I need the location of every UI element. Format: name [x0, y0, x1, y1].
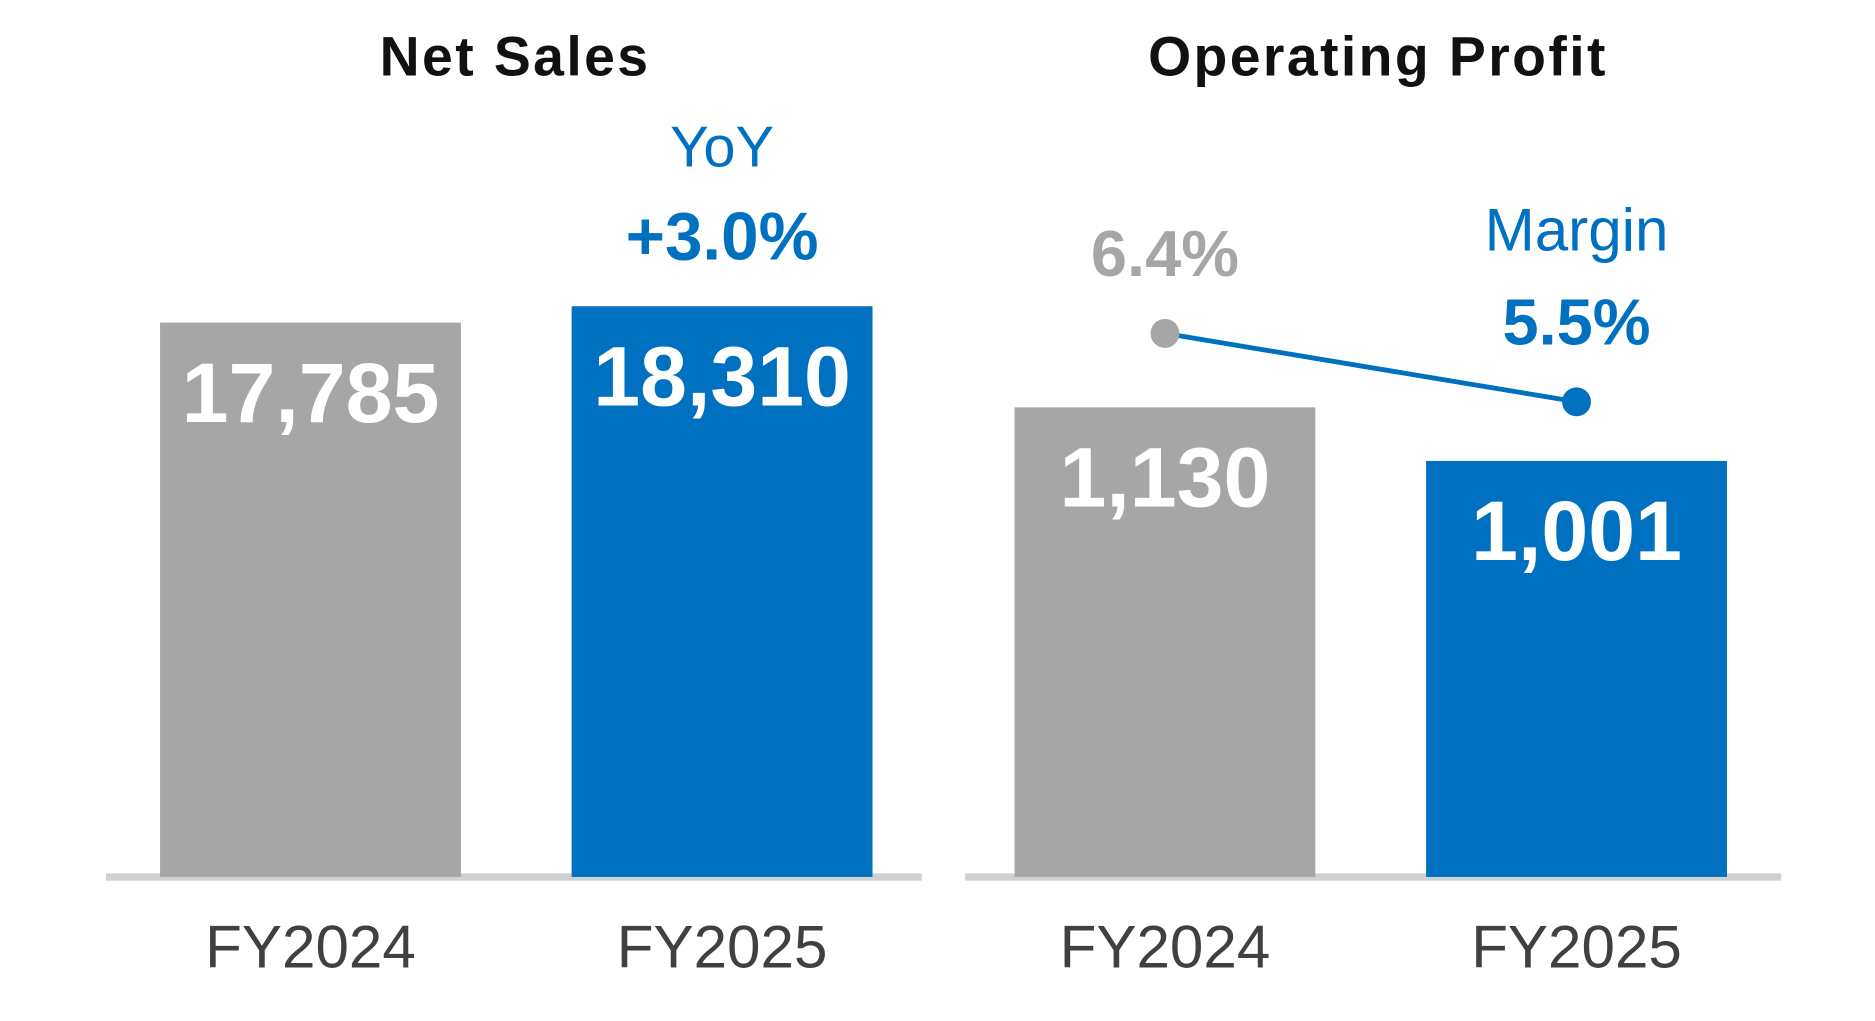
- margin-line: [1164, 331, 1577, 405]
- bar: [1426, 460, 1727, 877]
- value-label: 1,130: [1060, 431, 1271, 525]
- value-label: 18,310: [593, 330, 851, 424]
- x-tick-label: FY2024: [205, 913, 416, 980]
- x-tick-label: FY2025: [1471, 913, 1682, 980]
- margin-point: [1562, 387, 1591, 417]
- annotation: +3.0%: [626, 199, 819, 274]
- legend-label: Margin: [1485, 196, 1669, 263]
- chart-title: Net Sales: [380, 26, 651, 88]
- bar: [1014, 407, 1316, 877]
- margin-point: [1150, 318, 1180, 348]
- x-tick-label: FY2024: [1060, 913, 1271, 980]
- bar: [571, 306, 873, 877]
- value-label: 17,785: [182, 346, 440, 440]
- annotation: YoY: [670, 116, 774, 180]
- x-tick-label: FY2025: [617, 913, 828, 980]
- value-label: 1,001: [1471, 484, 1682, 578]
- chart-title: Operating Profit: [1148, 26, 1608, 88]
- margin-label: 6.4%: [1091, 217, 1239, 290]
- margin-label: 5.5%: [1502, 285, 1650, 358]
- bar: [160, 322, 461, 877]
